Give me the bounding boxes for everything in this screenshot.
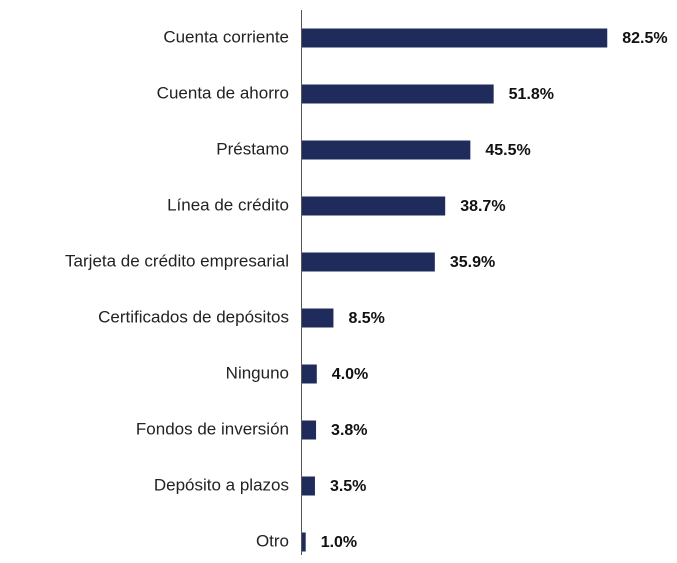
value-label: 51.8% [509,86,554,103]
value-label: 3.5% [330,478,366,495]
bar [302,196,446,216]
category-label: Tarjeta de crédito empresarial [65,251,289,270]
category-label: Cuenta de ahorro [157,83,289,102]
bar [302,308,334,328]
bar [302,140,471,160]
category-label: Ninguno [226,363,289,382]
category-label: Préstamo [216,139,289,158]
category-label: Otro [256,531,289,550]
bar [302,476,315,496]
category-label: Línea de crédito [167,195,289,214]
bar [302,252,435,272]
bar [302,28,608,48]
bar [302,420,317,440]
bar [302,532,306,552]
category-label: Cuenta corriente [163,27,289,46]
value-label: 4.0% [332,366,368,383]
value-label: 45.5% [485,142,530,159]
category-label: Fondos de inversión [136,419,289,438]
value-label: 1.0% [321,534,357,551]
category-label: Depósito a plazos [154,475,289,494]
value-label: 38.7% [460,198,505,215]
value-label: 82.5% [622,30,667,47]
value-label: 8.5% [348,310,384,327]
category-label: Certificados de depósitos [98,307,289,326]
value-label: 35.9% [450,254,495,271]
bar [302,84,494,104]
bar [302,364,317,384]
value-label: 3.8% [331,422,367,439]
